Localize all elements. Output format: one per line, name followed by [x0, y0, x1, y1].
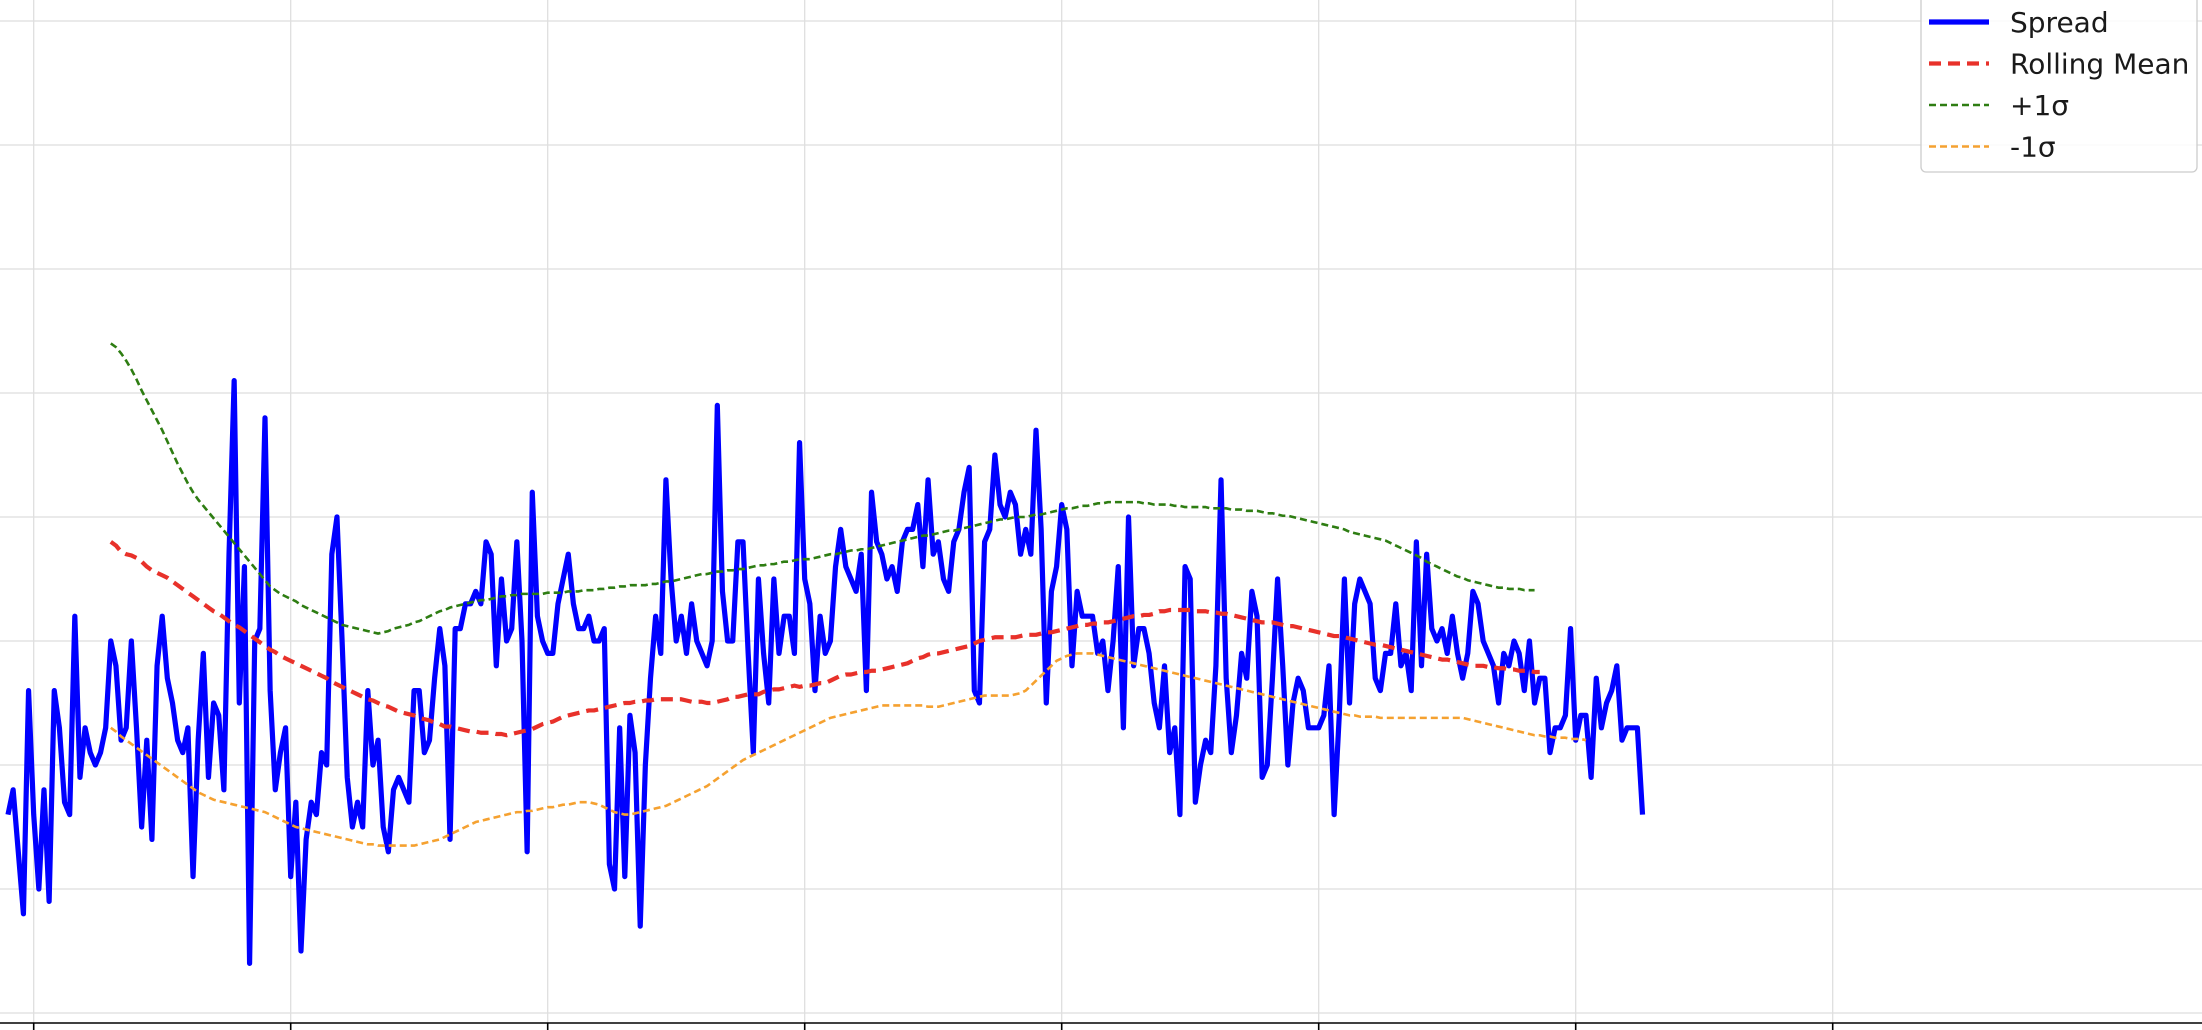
legend-label: Rolling Mean	[2010, 48, 2189, 81]
legend-label: -1σ	[2010, 131, 2056, 164]
legend: Spread Rolling Mean +1σ -1σ	[1920, 0, 2198, 173]
series-line-4	[110, 652, 1587, 847]
series-layer	[5, 342, 1646, 967]
series-line-2	[109, 540, 1540, 738]
x-axis-ticks	[32, 1023, 1834, 1030]
legend-label: Spread	[2010, 6, 2109, 39]
series-line-3	[110, 342, 1535, 635]
legend-label: +1σ	[2010, 89, 2069, 122]
series-line-1	[5, 378, 1646, 967]
legend-box	[1920, 0, 2198, 173]
